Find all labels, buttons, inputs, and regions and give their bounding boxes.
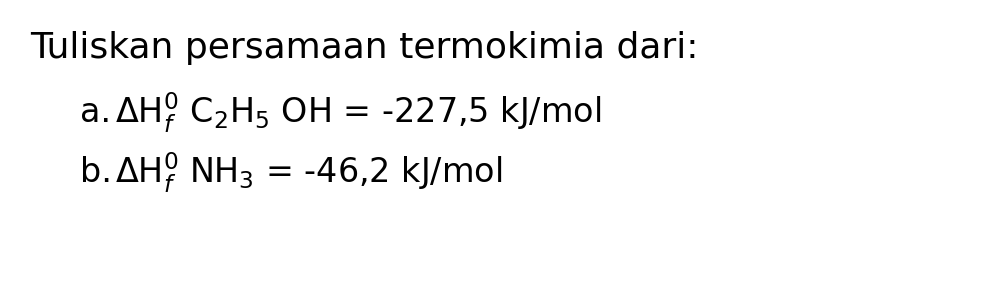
Text: Tuliskan persamaan termokimia dari:: Tuliskan persamaan termokimia dari: [30, 31, 698, 65]
Text: ΔH$_f^0$ C$_2$H$_5$ OH = -227,5 kJ/mol: ΔH$_f^0$ C$_2$H$_5$ OH = -227,5 kJ/mol [115, 91, 601, 135]
Text: b.: b. [80, 157, 112, 189]
Text: ΔH$_f^0$ NH$_3$ = -46,2 kJ/mol: ΔH$_f^0$ NH$_3$ = -46,2 kJ/mol [115, 151, 502, 195]
Text: a.: a. [80, 97, 111, 129]
